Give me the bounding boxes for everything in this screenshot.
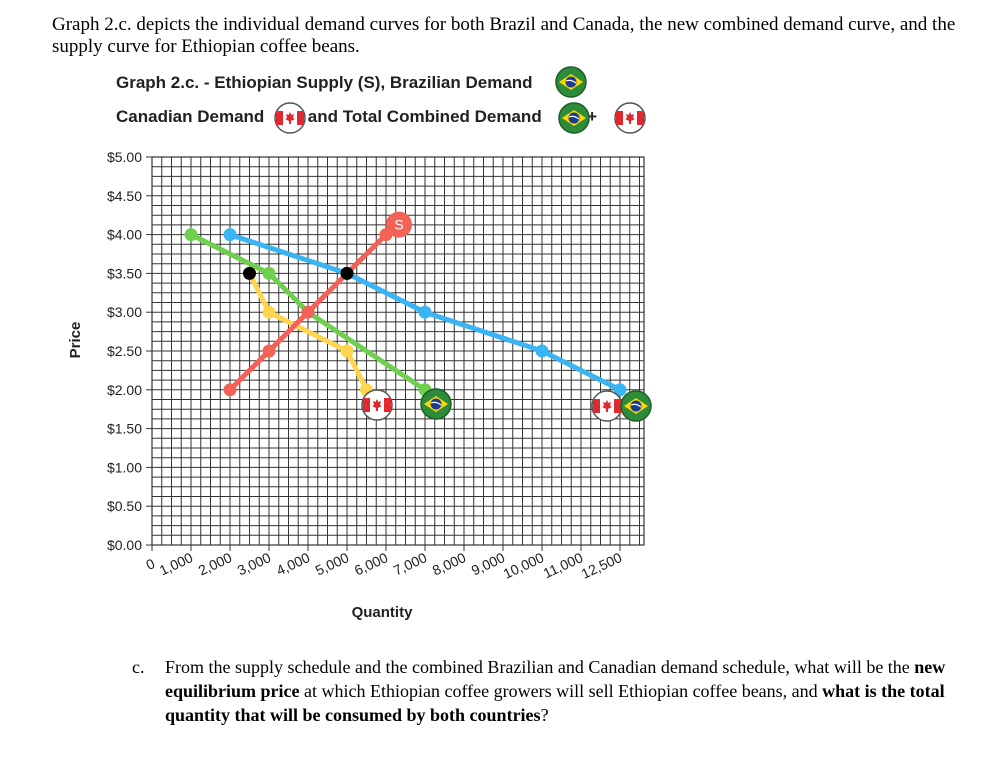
x-axis-title: Quantity (352, 604, 413, 621)
y-tick-label: $5.00 (107, 149, 142, 165)
supply-point (262, 344, 276, 358)
x-tick-label: 10,000 (501, 549, 547, 582)
brazil-flag-icon (620, 390, 652, 422)
chart-title-plus: + (587, 107, 598, 126)
chart-title-line2: Canadian Demand and Total Combined Deman… (116, 107, 597, 127)
question-bold1: new equilibrium price (165, 657, 946, 701)
question-c: c. From the supply schedule and the comb… (132, 655, 972, 727)
question-part2: at which Ethiopian coffee growers will s… (299, 681, 823, 701)
brazil-point (184, 228, 198, 242)
y-tick-label: $0.00 (107, 537, 142, 553)
brazil-curve (188, 232, 428, 393)
question-label: c. (132, 657, 145, 677)
x-tick-label: 5,000 (313, 549, 352, 578)
brazil-point (262, 266, 276, 280)
chart-title-text-1: Graph 2.c. - Ethiopian Supply (S), Brazi… (116, 73, 533, 92)
y-tick-label: $1.00 (107, 459, 142, 475)
x-tick-label: 4,000 (274, 549, 313, 578)
question-part3: ? (540, 705, 549, 725)
combined-point (535, 344, 549, 358)
canada-flag-icon (614, 102, 646, 134)
brazil-flag-icon (558, 102, 590, 134)
y-tick-label: $3.50 (107, 265, 142, 281)
y-tick-label: $3.00 (107, 304, 142, 320)
y-axis: $0.00 $0.50 $1.00 $1.50 $2.00 $2.50 $3.00 $3.50… (107, 149, 152, 553)
x-tick-label: 1,000 (157, 549, 196, 578)
supply-point (301, 305, 315, 319)
chart-title-line1: Graph 2.c. - Ethiopian Supply (S), Brazi… (116, 73, 533, 93)
x-tick-label: 6,000 (352, 549, 391, 578)
combined-point (223, 228, 237, 242)
x-tick-label: 2,000 (196, 549, 235, 578)
intro-text: Graph 2.c. depicts the individual demand… (52, 14, 956, 57)
y-tick-label: $4.00 (107, 227, 142, 243)
brazil-flag-icon (420, 388, 452, 420)
y-tick-label: $0.50 (107, 498, 142, 514)
x-tick-label: 8,000 (430, 549, 469, 578)
supply-label: S (394, 217, 403, 233)
y-tick-label: $4.50 (107, 188, 142, 204)
y-tick-label: $1.50 (107, 421, 142, 437)
canada-point (262, 305, 276, 319)
x-tick-label: 7,000 (391, 549, 430, 578)
y-tick-label: $2.00 (107, 382, 142, 398)
x-tick-label: 0 (143, 555, 157, 573)
points-layer: S (184, 211, 627, 397)
y-axis-title: Price (67, 322, 84, 359)
x-axis: 0 1,000 2,000 3,000 4,000 5,000 6,000 7,000 8,00… (143, 545, 624, 582)
question-bold2: what is the total quantity that will be … (165, 681, 945, 725)
question-part1: From the supply schedule and the combine… (165, 657, 915, 677)
supply-label-badge (386, 211, 412, 238)
x-tick-label: 9,000 (469, 549, 508, 578)
canada-flag-icon (361, 389, 393, 421)
canada-point (340, 344, 354, 358)
supply-point (223, 383, 237, 397)
canada-curve (247, 270, 369, 393)
equilibrium-point (340, 266, 354, 280)
canada-flag-icon (274, 102, 306, 134)
combined-point (418, 305, 432, 319)
combined-point (613, 383, 627, 397)
x-tick-label: 12,500 (579, 549, 625, 582)
chart-title-text-2a: Canadian Demand (116, 107, 265, 126)
supply-demand-chart: $0.00 $0.50 $1.00 $1.50 $2.00 $2.50 $3.00 $3.50… (67, 66, 652, 621)
y-tick-label: $2.50 (107, 343, 142, 359)
x-tick-label: 3,000 (235, 549, 274, 578)
chart-title-text-2b: and Total Combined Demand (307, 107, 542, 126)
x-tick-label: 11,000 (541, 549, 586, 581)
brazil-flag-icon (555, 66, 587, 98)
question-body: From the supply schedule and the combine… (165, 655, 972, 727)
canada-flag-icon (591, 390, 623, 422)
equilibrium-point (243, 266, 256, 280)
